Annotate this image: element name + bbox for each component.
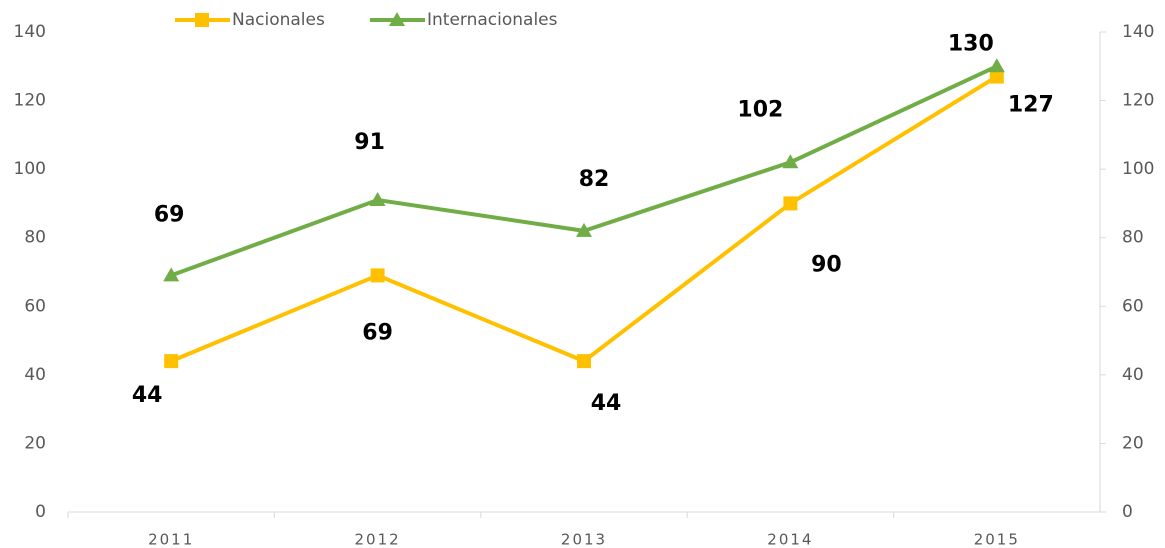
legend-label: Nacionales <box>232 10 325 30</box>
y-tick-label: 140 <box>14 22 46 42</box>
y2-tick-label: 100 <box>1122 159 1154 179</box>
marker <box>369 192 386 206</box>
marker <box>163 267 180 282</box>
marker <box>577 354 591 369</box>
y-tick-label: 40 <box>24 365 46 385</box>
x-tick-label: 2013 <box>561 531 607 548</box>
marker <box>988 58 1005 73</box>
y2-tick-label: 140 <box>1122 22 1154 42</box>
y2-tick-label: 60 <box>1122 296 1144 316</box>
y-tick-label: 120 <box>14 91 46 111</box>
y2-tick-label: 0 <box>1122 502 1133 522</box>
data-label: 69 <box>362 320 393 345</box>
marker <box>576 222 592 237</box>
marker <box>195 13 209 27</box>
data-label: 44 <box>132 383 163 408</box>
data-label: 130 <box>948 31 994 56</box>
y2-tick-label: 80 <box>1122 228 1144 248</box>
x-tick-label: 2012 <box>355 531 401 548</box>
data-label: 102 <box>737 97 783 122</box>
marker <box>783 196 798 211</box>
data-label: 69 <box>154 202 185 227</box>
x-tick-label: 2011 <box>148 531 194 548</box>
marker <box>782 154 799 169</box>
marker <box>370 268 385 283</box>
marker <box>164 354 179 369</box>
y2-tick-label: 40 <box>1122 365 1144 385</box>
y-tick-label: 100 <box>14 159 46 179</box>
data-label: 127 <box>1008 93 1054 118</box>
y2-tick-label: 120 <box>1122 91 1154 111</box>
data-label: 44 <box>591 391 622 416</box>
y-tick-label: 60 <box>24 296 46 316</box>
y-tick-label: 20 <box>24 433 46 453</box>
series-line <box>170 74 998 364</box>
legend-label: Internacionales <box>427 10 558 30</box>
marker <box>989 69 1004 84</box>
data-label: 82 <box>579 167 610 192</box>
data-label: 90 <box>811 252 842 277</box>
marker <box>389 12 405 26</box>
y-tick-label: 80 <box>24 228 46 248</box>
y2-tick-label: 20 <box>1122 433 1144 453</box>
y-tick-label: 0 <box>35 502 46 522</box>
data-label: 91 <box>354 130 385 155</box>
x-tick-label: 2015 <box>974 531 1020 548</box>
x-tick-label: 2014 <box>767 531 813 548</box>
